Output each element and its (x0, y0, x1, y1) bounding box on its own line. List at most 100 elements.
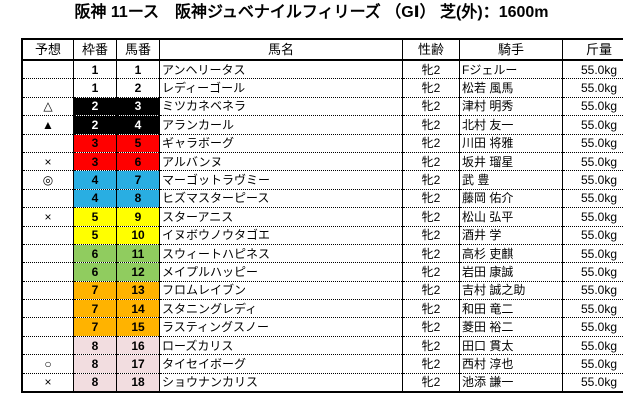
horse-name: スウィートハピネス (159, 243, 403, 264)
horse-number: 13 (116, 280, 160, 301)
prediction-mark (21, 280, 74, 301)
horse-name: ギャラボーグ (159, 133, 403, 153)
table-row[interactable]: 7 15 ラスティングスノー 牝2 菱田 裕二 55.0kg (21, 317, 623, 337)
horse-name: フロムレイブン (159, 280, 403, 301)
carried-weight: 55.0kg (562, 225, 623, 245)
carried-weight: 55.0kg (562, 115, 623, 135)
carried-weight: 55.0kg (562, 96, 623, 117)
horse-name: マーゴットラヴミー (159, 170, 403, 190)
column-header-yoso: 予想 (21, 39, 74, 61)
table-row[interactable]: 6 11 スウィートハピネス 牝2 高杉 吏麒 55.0kg (21, 243, 623, 264)
sex-age: 牝2 (402, 133, 460, 153)
horse-number: 18 (116, 372, 160, 393)
frame-number: 3 (73, 151, 117, 172)
frame-number: 4 (73, 170, 117, 190)
sex-age: 牝2 (402, 170, 460, 190)
horse-number: 5 (116, 133, 160, 153)
sex-age: 牝2 (402, 335, 460, 356)
frame-number: 7 (73, 280, 117, 301)
table-row[interactable]: 5 10 イヌボウノウタゴエ 牝2 酒井 学 55.0kg (21, 225, 623, 245)
table-row[interactable]: × 5 9 スターアニス 牝2 松山 弘平 55.0kg (21, 207, 623, 227)
jockey-name: 藤岡 佑介 (459, 188, 563, 209)
jockey-name: 北村 友一 (459, 115, 563, 135)
carried-weight: 55.0kg (562, 133, 623, 153)
column-header-jockey: 騎手 (459, 39, 563, 61)
horse-name: タイセイボーグ (159, 354, 403, 374)
sex-age: 牝2 (402, 115, 460, 135)
jockey-name: 坂井 瑠星 (459, 151, 563, 172)
table-header-row: 予想 枠番 馬番 馬名 性齢 騎手 斤量 (21, 39, 623, 61)
prediction-mark (21, 133, 74, 153)
table-row[interactable]: ○ 8 17 タイセイボーグ 牝2 西村 淳也 55.0kg (21, 354, 623, 374)
frame-number: 1 (73, 60, 117, 80)
column-header-umaban: 馬番 (116, 39, 160, 61)
horse-number: 15 (116, 317, 160, 337)
sex-age: 牝2 (402, 188, 460, 209)
jockey-name: 津村 明秀 (459, 96, 563, 117)
jockey-name: 高杉 吏麒 (459, 243, 563, 264)
table-row[interactable]: 1 2 レディーゴール 牝2 松若 風馬 55.0kg (21, 78, 623, 98)
horse-number: 10 (116, 225, 160, 245)
table-row[interactable]: △ 2 3 ミツカネベネラ 牝2 津村 明秀 55.0kg (21, 96, 623, 117)
table-row[interactable]: × 8 18 ショウナンカリス 牝2 池添 謙一 55.0kg (21, 372, 623, 393)
prediction-mark: ▲ (21, 115, 74, 135)
horse-name: イヌボウノウタゴエ (159, 225, 403, 245)
frame-number: 7 (73, 299, 117, 319)
prediction-mark (21, 188, 74, 209)
prediction-mark: × (21, 151, 74, 172)
prediction-mark: × (21, 207, 74, 227)
column-header-waku: 枠番 (73, 39, 117, 61)
horse-number: 14 (116, 299, 160, 319)
frame-number: 5 (73, 225, 117, 245)
prediction-symbol: ○ (44, 356, 52, 371)
prediction-symbol: ▲ (42, 117, 54, 132)
carried-weight: 55.0kg (562, 335, 623, 356)
prediction-mark (21, 335, 74, 356)
horse-name: スタニングレディ (159, 299, 403, 319)
frame-number: 2 (73, 96, 117, 117)
prediction-mark (21, 60, 74, 80)
horse-name: ラスティングスノー (159, 317, 403, 337)
jockey-name: 松山 弘平 (459, 207, 563, 227)
jockey-name: 池添 謙一 (459, 372, 563, 393)
table-row[interactable]: 7 13 フロムレイブン 牝2 吉村 誠之助 55.0kg (21, 280, 623, 301)
horse-name: ショウナンカリス (159, 372, 403, 393)
table-row[interactable]: 4 8 ヒズマスターピース 牝2 藤岡 佑介 55.0kg (21, 188, 623, 209)
jockey-name: 菱田 裕二 (459, 317, 563, 337)
prediction-mark (21, 225, 74, 245)
table-row[interactable]: 3 5 ギャラボーグ 牝2 川田 将雅 55.0kg (21, 133, 623, 153)
jockey-name: 岩田 康誠 (459, 262, 563, 282)
horse-number: 17 (116, 354, 160, 374)
carried-weight: 55.0kg (562, 317, 623, 337)
carried-weight: 55.0kg (562, 299, 623, 319)
table-row[interactable]: 1 1 アンヘリータス 牝2 Fジェルー 55.0kg (21, 60, 623, 80)
prediction-symbol: × (44, 154, 52, 169)
sex-age: 牝2 (402, 151, 460, 172)
carried-weight: 55.0kg (562, 243, 623, 264)
frame-number: 3 (73, 133, 117, 153)
table-row[interactable]: 8 16 ローズカリス 牝2 田口 貫太 55.0kg (21, 335, 623, 356)
prediction-mark (21, 299, 74, 319)
carried-weight: 55.0kg (562, 188, 623, 209)
race-entries-table: 予想 枠番 馬番 馬名 性齢 騎手 斤量 1 1 アンヘリータス 牝2 Fジェルー 55.… (21, 38, 623, 394)
jockey-name: 武 豊 (459, 170, 563, 190)
jockey-name: 田口 貫太 (459, 335, 563, 356)
table-row[interactable]: ◎ 4 7 マーゴットラヴミー 牝2 武 豊 55.0kg (21, 170, 623, 190)
sex-age: 牝2 (402, 60, 460, 80)
sex-age: 牝2 (402, 225, 460, 245)
frame-number: 2 (73, 115, 117, 135)
prediction-symbol: × (44, 375, 52, 390)
frame-number: 4 (73, 188, 117, 209)
carried-weight: 55.0kg (562, 170, 623, 190)
sex-age: 牝2 (402, 243, 460, 264)
table-row[interactable]: 6 12 メイプルハッピー 牝2 岩田 康誠 55.0kg (21, 262, 623, 282)
jockey-name: 酒井 学 (459, 225, 563, 245)
table-row[interactable]: × 3 6 アルバンヌ 牝2 坂井 瑠星 55.0kg (21, 151, 623, 172)
table-row[interactable]: ▲ 2 4 アランカール 牝2 北村 友一 55.0kg (21, 115, 623, 135)
prediction-mark: × (21, 372, 74, 393)
column-header-name: 馬名 (159, 39, 403, 61)
table-row[interactable]: 7 14 スタニングレディ 牝2 和田 竜二 55.0kg (21, 299, 623, 319)
horse-number: 16 (116, 335, 160, 356)
horse-name: スターアニス (159, 207, 403, 227)
